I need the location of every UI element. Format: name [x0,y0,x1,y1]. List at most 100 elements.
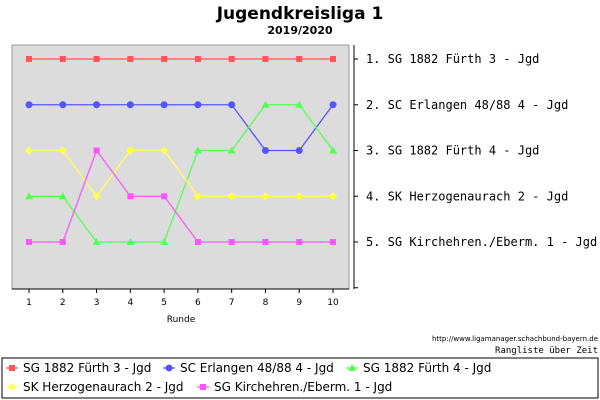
data-point [194,56,201,62]
data-point [296,56,303,62]
legend-label: SC Erlangen 48/88 4 - Jgd [180,361,334,375]
legend-label: SK Herzogenaurach 2 - Jgd [23,380,184,394]
legend-item: SK Herzogenaurach 2 - Jgd [6,380,184,394]
data-point [59,239,66,245]
x-tick-label: 7 [229,298,235,308]
x-tick-label: 5 [161,298,167,308]
data-point [228,239,235,245]
data-point [262,56,269,62]
rank-labels: 1. SG 1882 Fürth 3 - Jgd 2. SC Erlangen 4… [366,52,597,249]
rank-label: 2. SC Erlangen 48/88 4 - Jgd [366,98,568,112]
chart-subtitle: 2019/2020 [267,24,333,37]
x-axis-label: Runde [167,315,196,325]
y-ticks [354,58,358,289]
data-point [295,192,304,201]
data-point [127,56,134,62]
data-point [330,56,336,62]
data-point [126,238,135,245]
x-tick-label: 1 [26,298,32,308]
series-2 [25,101,337,154]
series-line [29,149,333,243]
data-point [25,192,33,200]
legend-label: SG 1882 Fürth 4 - Jgd [363,361,491,375]
data-point [193,192,202,201]
data-point [58,146,67,155]
data-point [161,56,168,62]
x-tick-label: 4 [127,298,133,308]
legend-marker [165,364,173,372]
data-point [93,147,100,154]
rank-label: 4. SK Herzogenaurach 2 - Jgd [366,189,568,203]
x-tick-label: 3 [94,298,100,308]
legend-item: SG 1882 Fürth 4 - Jgd [346,361,491,375]
data-point [127,193,134,200]
data-point [93,56,100,62]
data-point [261,147,269,154]
data-point [59,101,67,109]
data-point [262,239,269,245]
legend-box [1,357,599,399]
series-line [29,104,334,243]
data-point [25,146,33,155]
series-3 [25,100,337,245]
series-5 [26,147,336,245]
legend-item: SG 1882 Fürth 3 - Jgd [6,361,151,375]
data-point [92,238,101,245]
source-link[interactable]: http://www.ligamanager.schachbund-bayern… [432,335,598,343]
footer-note: Rangliste über Zeit [495,346,598,356]
x-tick-label: 2 [60,298,66,308]
data-point [227,192,236,201]
data-point [160,101,168,109]
data-point [295,100,304,108]
x-ticks: 1 2 3 4 5 6 7 8 9 10 [26,289,339,308]
x-tick-label: 10 [327,298,339,308]
plot-area [11,44,350,290]
legend-marker [9,365,15,371]
series-group [25,56,337,245]
data-point [160,238,169,245]
series-line [29,149,333,198]
data-point [160,146,169,155]
series-1 [26,56,336,62]
data-point [329,146,337,154]
data-point [329,101,337,109]
legend-marker [200,384,206,390]
legend-label: SG Kirchehren./Eberm. 1 - Jgd [214,380,392,394]
data-point [329,192,337,201]
data-point [126,101,134,109]
rank-label: 5. SG Kirchehren./Eberm. 1 - Jgd [366,235,597,249]
data-point [25,101,33,109]
legend-label: SG 1882 Fürth 3 - Jgd [23,361,151,375]
data-point [228,101,236,109]
series-4 [25,146,337,201]
data-point [295,147,303,154]
data-point [330,239,336,245]
data-point [194,239,201,245]
legend: SG 1882 Fürth 3 - Jgd SC Erlangen 48/88 4… [6,361,491,394]
legend-marker [348,364,356,371]
data-point [26,239,32,245]
chart-title: Jugendkreisliga 1 [216,4,384,24]
data-point [296,239,303,245]
x-tick-label: 6 [195,298,201,308]
data-point [227,146,236,154]
legend-marker [8,383,16,391]
series-line [29,104,334,152]
legend-item: SG Kirchehren./Eberm. 1 - Jgd [197,380,392,394]
data-point [126,146,135,155]
data-point [194,101,202,109]
data-point [26,56,32,62]
data-point [58,192,67,200]
x-tick-label: 8 [263,298,269,308]
data-point [261,192,270,201]
data-point [59,56,66,62]
data-point [93,101,101,109]
data-point [92,192,101,201]
data-point [261,100,270,108]
data-point [193,146,202,154]
data-point [228,56,235,62]
legend-item: SC Erlangen 48/88 4 - Jgd [163,361,334,375]
x-tick-label: 9 [296,298,302,308]
rank-label: 3. SG 1882 Fürth 4 - Jgd [366,144,539,158]
